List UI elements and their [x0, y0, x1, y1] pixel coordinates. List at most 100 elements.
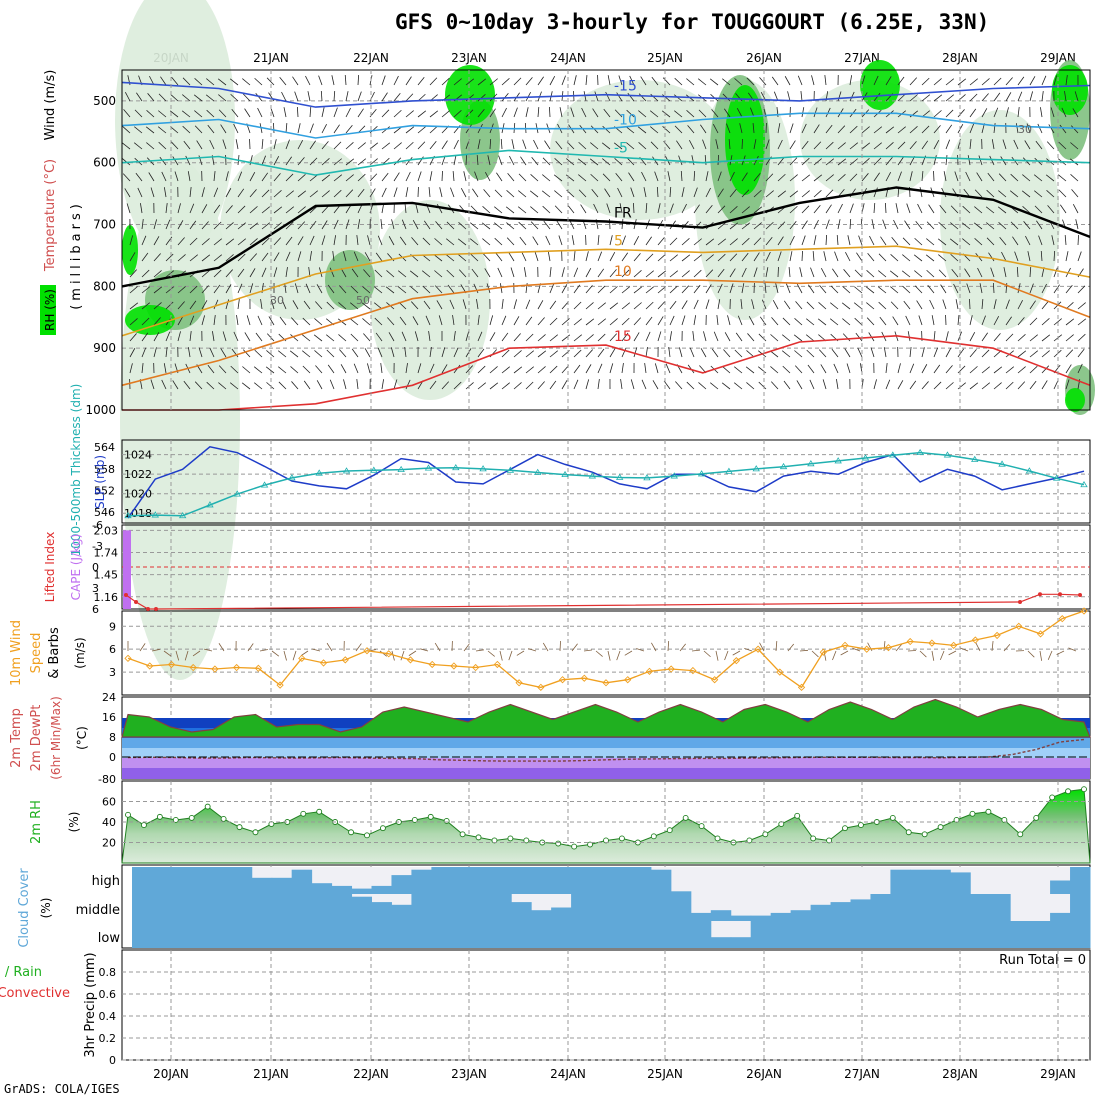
wind-barb [964, 268, 971, 278]
wind-barb [350, 285, 359, 294]
thickness-point [206, 501, 214, 508]
wind-barb [750, 107, 755, 118]
isotherm-label: -10 [614, 113, 637, 129]
wind-barb [294, 91, 299, 102]
wind-barb [1065, 75, 1068, 86]
wind-barb [717, 299, 721, 310]
wind-barb [758, 381, 767, 390]
wind-barb [326, 349, 335, 358]
wind-barb [916, 300, 923, 310]
rh-point [188, 814, 195, 821]
wind-barb [397, 286, 407, 294]
wind10-barb [732, 650, 741, 656]
wind-barb [501, 107, 507, 118]
wind-barb [327, 284, 335, 294]
wind10-barb [192, 650, 201, 657]
wind-barb [729, 268, 736, 278]
wind-barb [501, 332, 509, 342]
rh-blob [122, 225, 138, 275]
wind-barb [957, 109, 965, 118]
wind-barb [441, 140, 448, 150]
wind-barb [702, 139, 707, 150]
wind-barb [861, 173, 869, 182]
wind-barb [1017, 76, 1025, 86]
wind-barb [770, 334, 779, 342]
wind-barb [423, 300, 431, 310]
wind10-point [276, 681, 284, 689]
wind-barb [476, 155, 479, 166]
wind-barb [513, 316, 520, 326]
wind10-barb [931, 650, 935, 661]
wind-barb [441, 170, 443, 182]
thickness-point [916, 448, 924, 456]
wind-barb [825, 174, 834, 182]
wind-barb [945, 348, 952, 358]
rh-blob [725, 85, 765, 195]
cloud-cell [830, 921, 851, 948]
wind10-barb [1068, 647, 1077, 652]
wind-barb [873, 75, 879, 86]
wind10-point [254, 664, 263, 672]
cloud-cell [990, 921, 1011, 948]
wind-barb [340, 364, 347, 374]
wind-barb [273, 222, 282, 230]
cloud-cell [1050, 921, 1071, 948]
wind-barb [650, 126, 659, 134]
pressure-tick: 900 [93, 341, 116, 355]
wind-barb [434, 270, 443, 278]
wind-barb [1077, 333, 1086, 342]
wind-barb [650, 93, 659, 102]
wind-barb [530, 206, 539, 214]
wind-barb [289, 350, 299, 358]
wind-barb [1077, 285, 1086, 294]
wind-barb [789, 235, 795, 246]
wind-barb [1065, 251, 1069, 262]
wind-barb [681, 203, 687, 214]
rh-point [666, 827, 673, 834]
wind-barb [518, 221, 527, 230]
wind-barb [753, 155, 759, 166]
thickness-tick: 546 [94, 506, 115, 519]
wind-barb [745, 366, 755, 374]
wind-barb [1034, 190, 1043, 198]
thickness-point [260, 481, 269, 488]
wind-barb [986, 222, 995, 230]
wind-barb [417, 126, 426, 134]
wind10-barb [832, 650, 837, 661]
cloud-cell [910, 894, 931, 921]
wind-barb [705, 254, 714, 262]
wind-barb [351, 348, 359, 358]
wind-barb [273, 173, 281, 182]
wind-barb [523, 267, 527, 278]
x-tick-bottom: 25JAN [647, 1067, 683, 1081]
wind-barb [1029, 350, 1039, 358]
wind-barb [841, 302, 851, 310]
wind-barb [602, 173, 611, 182]
wind-barb [1029, 317, 1038, 326]
wind-barb [129, 286, 138, 294]
wind-barb [717, 283, 723, 294]
wind-barb [1040, 107, 1043, 118]
wind-barb [517, 206, 527, 214]
wind-barb [273, 267, 278, 278]
x-tick-bottom: 24JAN [550, 1067, 586, 1081]
wind-barb [393, 92, 401, 102]
wind-barb [1022, 174, 1031, 182]
cloud-cell [511, 902, 532, 921]
wind-barb [789, 123, 794, 134]
wind-barb [993, 315, 1000, 326]
wind-barb [757, 366, 767, 374]
wind-barb [129, 269, 137, 278]
wind-barb [165, 347, 168, 358]
wind-barb [741, 252, 749, 262]
wind-barb [318, 75, 323, 86]
wind-barb [867, 253, 875, 262]
wind-barb [321, 235, 326, 246]
wind-barb [620, 379, 623, 390]
wind-barb [181, 110, 191, 118]
wind-barb [1064, 235, 1067, 246]
wind10-barb [948, 650, 957, 656]
wind-barb [261, 155, 266, 166]
wind-barb [290, 334, 299, 342]
wind-barb [585, 268, 592, 278]
